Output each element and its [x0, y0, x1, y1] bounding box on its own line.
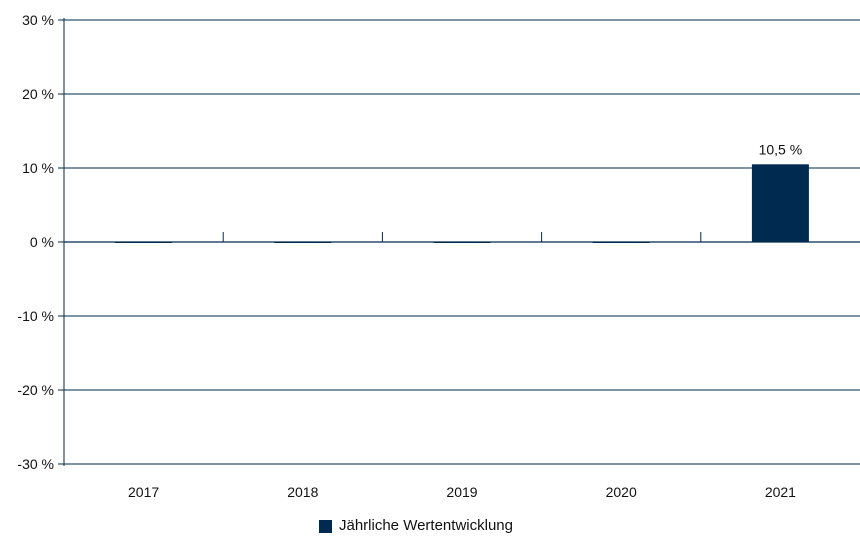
- x-tick-label: 2017: [128, 484, 159, 500]
- x-tick-label: 2019: [446, 484, 477, 500]
- y-tick-label: -30 %: [17, 456, 54, 472]
- legend-swatch: [319, 519, 332, 533]
- x-tick-label: 2020: [606, 484, 637, 500]
- y-tick-label: -10 %: [17, 308, 54, 324]
- labels: 30 % 20 % 10 % 0 % -10 % -20 % -30 % 2017 2018 20…: [17, 12, 802, 500]
- bar-2019: [433, 242, 491, 243]
- gridlines: [64, 19, 860, 465]
- bars: [115, 164, 809, 243]
- legend: Jährliche Wertentwicklung: [319, 518, 513, 534]
- bar-2020: [592, 242, 650, 243]
- bar-2018: [274, 242, 332, 243]
- axes: [58, 18, 702, 466]
- y-tick-label: 20 %: [22, 86, 54, 102]
- bar-2021: [751, 164, 809, 242]
- y-tick-label: 10 %: [22, 160, 54, 176]
- legend-label: Jährliche Wertentwicklung: [339, 517, 513, 534]
- y-tick-label: 0 %: [30, 234, 54, 250]
- x-tick-label: 2021: [765, 484, 796, 500]
- y-tick-label: -20 %: [17, 382, 54, 398]
- data-label-2021: 10,5 %: [759, 141, 803, 157]
- bar-2017: [115, 242, 173, 243]
- y-tick-label: 30 %: [22, 12, 54, 28]
- annual-performance-chart: 30 % 20 % 10 % 0 % -10 % -20 % -30 % 2017 2018 20…: [17, 12, 860, 500]
- x-tick-label: 2018: [287, 484, 318, 500]
